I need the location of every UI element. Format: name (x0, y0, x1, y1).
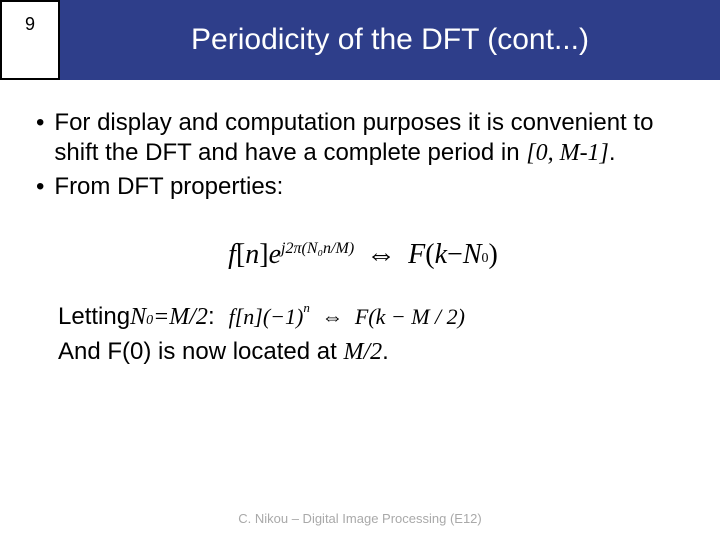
formula-lhs-f: f (228, 239, 236, 271)
formula-rhs-sub0: 0 (482, 251, 489, 267)
location-suffix: . (382, 338, 389, 365)
letting-sub: 0 (146, 311, 153, 331)
formula-exp-text: j2π(N₀n/M) (281, 240, 354, 258)
slide-header: 9 Periodicity of the DFT (cont...) (0, 0, 720, 80)
bullet-2-text: From DFT properties: (54, 172, 690, 202)
formula-rhs-F: F (408, 239, 425, 271)
formula-lhs-close: ] (259, 239, 268, 271)
inline-formula: f[n](−1)n ⇔ F(k − M / 2) (229, 302, 465, 333)
bullet-dot-icon: • (36, 108, 44, 168)
bullet-1: • For display and computation purposes i… (36, 108, 690, 168)
lower-block: Letting N 0 =M/2 : f[n](−1)n ⇔ F(k − M /… (36, 300, 690, 369)
formula-rhs-N: N (463, 239, 482, 271)
title-bar: Periodicity of the DFT (cont...) (60, 0, 720, 80)
letting-suffix: : (208, 300, 215, 334)
bullet-2: • From DFT properties: (36, 172, 690, 202)
bullet-1-suffix: . (609, 139, 616, 166)
letting-line: Letting N 0 =M/2 : f[n](−1)n ⇔ F(k − M /… (58, 300, 690, 335)
formula-exp-base: e (269, 239, 281, 271)
location-mhalf: M/2 (343, 339, 382, 365)
formula-rhs-open: ( (425, 239, 434, 271)
inline-arrow-icon: ⇔ (321, 304, 343, 329)
location-line: And F(0) is now located at M/2. (58, 335, 690, 370)
formula-rhs-minus: − (447, 239, 463, 271)
inline-exp: n (303, 300, 310, 315)
inline-rhs: F(k − M / 2) (355, 304, 465, 329)
letting-prefix: Letting (58, 300, 130, 334)
content-area: • For display and computation purposes i… (0, 80, 720, 369)
bullet-dot-icon: • (36, 172, 44, 202)
formula-main: f [ n ] e j2π(N₀n/M) ⇔ F ( k − N 0 ) (36, 238, 690, 272)
slide-footer: C. Nikou – Digital Image Processing (E12… (0, 511, 720, 526)
bullet-1-text: For display and computation purposes it … (54, 108, 690, 168)
formula-rhs-k: k (435, 239, 447, 271)
letting-eq: =M/2 (153, 301, 208, 335)
footer-text: C. Nikou – Digital Image Processing (E12… (238, 511, 482, 526)
formula-lhs-open: [ (236, 239, 245, 271)
inline-lhs: f[n](−1) (229, 304, 304, 329)
location-prefix: And F(0) is now located at (58, 338, 343, 365)
bullet-1-range: [0, M-1] (526, 140, 609, 166)
formula-lhs-n: n (245, 239, 259, 271)
slide-title: Periodicity of the DFT (cont...) (191, 23, 589, 57)
letting-N: N (130, 301, 146, 335)
formula-rhs-close: ) (489, 239, 498, 271)
formula-arrow-icon: ⇔ (366, 238, 396, 272)
slide-number: 9 (25, 14, 35, 35)
slide-number-box: 9 (0, 0, 60, 80)
